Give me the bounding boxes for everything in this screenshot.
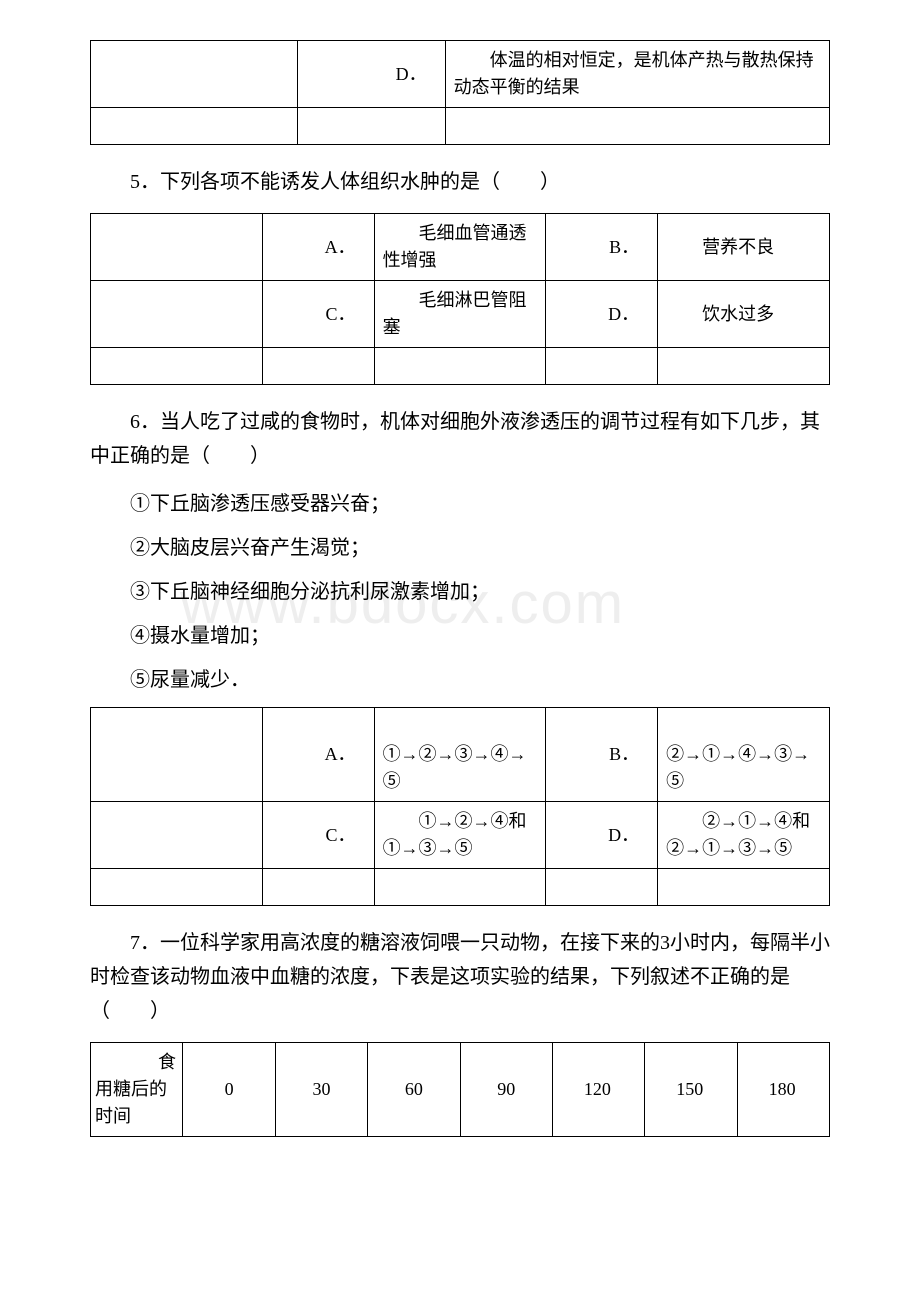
- q6-d-text: ②→①→④和②→①→③→⑤: [658, 802, 830, 869]
- empty-cell: [374, 869, 546, 906]
- empty-cell: [91, 348, 263, 385]
- q6-sub-5: ⑤尿量减少．: [90, 663, 830, 697]
- empty-cell: [262, 869, 374, 906]
- empty-cell: [546, 869, 658, 906]
- empty-cell: [297, 108, 445, 145]
- empty-cell: [91, 869, 263, 906]
- empty-cell: [658, 869, 830, 906]
- q5-b-letter: B．: [546, 214, 658, 281]
- empty-cell: [91, 108, 298, 145]
- q7-row-header: 食用糖后的时间: [91, 1043, 183, 1137]
- q6-c-letter: C．: [262, 802, 374, 869]
- empty-cell: [374, 348, 546, 385]
- q5-a-letter: A．: [262, 214, 374, 281]
- q6-sub-2: ②大脑皮层兴奋产生渴觉；: [90, 531, 830, 565]
- q7-col-1: 30: [275, 1043, 367, 1137]
- q4-choice-table: D． 体温的相对恒定，是机体产热与散热保持动态平衡的结果: [90, 40, 830, 145]
- empty-cell: [546, 348, 658, 385]
- q6-b-letter: B．: [546, 708, 658, 802]
- q5-c-letter: C．: [262, 281, 374, 348]
- q7-col-3: 90: [460, 1043, 552, 1137]
- q6-r1-empty: [91, 708, 263, 802]
- empty-cell: [445, 108, 829, 145]
- q5-c-text: 毛细淋巴管阻塞: [374, 281, 546, 348]
- empty-cell: [658, 348, 830, 385]
- q4-d-text: 体温的相对恒定，是机体产热与散热保持动态平衡的结果: [445, 41, 829, 108]
- q6-r2-empty: [91, 802, 263, 869]
- q7-col-0: 0: [183, 1043, 275, 1137]
- q5-a-text: 毛细血管通透性增强: [374, 214, 546, 281]
- q6-c-text: ①→②→④和①→③→⑤: [374, 802, 546, 869]
- q6-choice-table: A． ①→②→③→④→⑤ B． ②→①→④→③→⑤ C． ①→②→④和①→③→⑤…: [90, 707, 830, 906]
- q6-sub-3: ③下丘脑神经细胞分泌抗利尿激素增加；: [90, 575, 830, 609]
- q5-d-letter: D．: [546, 281, 658, 348]
- q7-col-4: 120: [552, 1043, 644, 1137]
- q6-a-text: ①→②→③→④→⑤: [374, 708, 546, 802]
- q5-b-text: 营养不良: [658, 214, 830, 281]
- q5-stem: 5．下列各项不能诱发人体组织水肿的是（ ）: [90, 165, 830, 199]
- q5-r2-empty: [91, 281, 263, 348]
- q6-sub-1: ①下丘脑渗透压感受器兴奋；: [90, 487, 830, 521]
- q7-col-5: 150: [645, 1043, 737, 1137]
- empty-cell: [262, 348, 374, 385]
- q7-stem: 7．一位科学家用高浓度的糖溶液饲喂一只动物，在接下来的3小时内，每隔半小时检查该…: [90, 926, 830, 1028]
- q4-d-letter: D．: [297, 41, 445, 108]
- q6-d-letter: D．: [546, 802, 658, 869]
- q7-col-2: 60: [368, 1043, 460, 1137]
- q6-b-text: ②→①→④→③→⑤: [658, 708, 830, 802]
- q7-col-6: 180: [737, 1043, 829, 1137]
- q5-r1-empty: [91, 214, 263, 281]
- q6-sub-4: ④摄水量增加；: [90, 619, 830, 653]
- q5-d-text: 饮水过多: [658, 281, 830, 348]
- q7-data-table: 食用糖后的时间 0 30 60 90 120 150 180: [90, 1042, 830, 1137]
- q6-a-letter: A．: [262, 708, 374, 802]
- q6-stem: 6．当人吃了过咸的食物时，机体对细胞外液渗透压的调节过程有如下几步，其中正确的是…: [90, 405, 830, 473]
- q5-choice-table: A． 毛细血管通透性增强 B． 营养不良 C． 毛细淋巴管阻塞 D． 饮水过多: [90, 213, 830, 385]
- q4-empty-cell: [91, 41, 298, 108]
